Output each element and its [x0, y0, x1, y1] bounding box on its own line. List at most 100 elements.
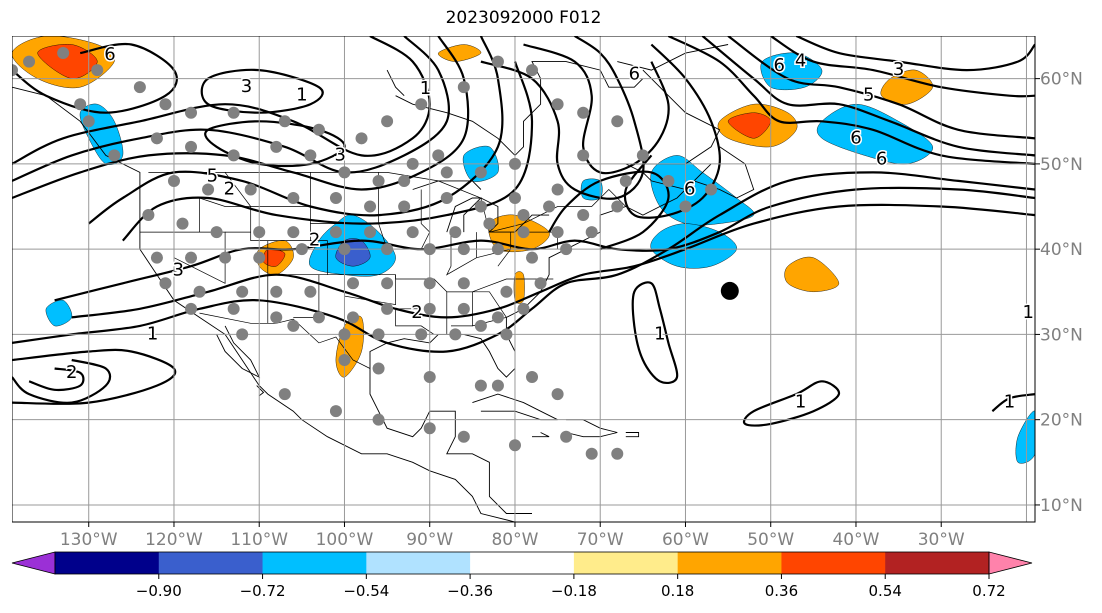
station-dot	[12, 64, 18, 77]
station-dot	[185, 106, 198, 119]
coastline-segment	[480, 197, 550, 233]
contour-line	[623, 43, 721, 219]
station-dot	[406, 226, 419, 239]
station-dot	[457, 243, 470, 256]
station-dot	[74, 98, 87, 111]
lon-tick-label: 130°W	[60, 530, 118, 546]
contour-lines	[12, 36, 1035, 427]
station-dot	[508, 192, 521, 204]
contour-line	[548, 170, 670, 251]
station-dot	[150, 251, 163, 264]
station-dot	[167, 174, 180, 187]
contour-label: 5	[207, 166, 218, 187]
station-dot	[500, 285, 513, 298]
contour-label: 6	[774, 55, 785, 76]
station-dot	[329, 192, 342, 204]
station-dot	[491, 311, 504, 324]
station-dot	[449, 226, 462, 239]
station-dot	[423, 302, 436, 315]
plot-title: 2023092000 F012	[445, 8, 602, 28]
station-dot	[287, 192, 300, 204]
station-dot	[295, 243, 308, 256]
station-dot	[227, 149, 240, 162]
contour-line	[727, 36, 1035, 140]
contour-label: 5	[863, 85, 874, 106]
colorbar-labels: −0.90 −0.72 −0.54 −0.36 −0.18 0.18 0.36 0.54 0.7…	[136, 574, 1006, 600]
border-segment	[139, 197, 251, 233]
station-dot	[517, 209, 530, 222]
map-frame	[12, 36, 1036, 523]
station-dot	[440, 166, 453, 179]
station-dot	[526, 64, 539, 77]
contour-label: 2	[224, 178, 235, 199]
anomaly-region	[438, 44, 482, 62]
station-dot	[423, 243, 436, 256]
colorbar-tick-label: −0.18	[551, 582, 597, 600]
colorbar-cell	[470, 552, 575, 574]
contour-line	[991, 393, 1035, 413]
station-dot	[423, 422, 436, 435]
station-dot	[474, 166, 487, 179]
colorbar-cell	[781, 552, 886, 574]
station-dot	[142, 209, 155, 222]
contour-line	[480, 36, 645, 200]
colorbar-cell	[573, 552, 679, 574]
station-dot	[372, 174, 385, 187]
station-dot	[398, 200, 411, 213]
contour-label: 6	[876, 149, 887, 170]
coastline-segment	[472, 393, 558, 421]
station-dot	[159, 277, 172, 290]
lon-tick-label: 90°W	[406, 530, 453, 546]
border-segment	[224, 172, 311, 241]
contour-line	[12, 358, 112, 404]
station-dot	[381, 115, 394, 128]
station-dot	[176, 217, 189, 230]
coastline-segment	[369, 368, 532, 514]
contour-label: 6	[629, 63, 640, 84]
station-dot	[338, 328, 351, 341]
location-marker	[720, 281, 739, 300]
station-dot	[500, 328, 513, 341]
contour-line	[88, 36, 504, 225]
station-dot	[278, 115, 291, 128]
station-dot	[329, 226, 342, 239]
contour-line	[770, 36, 1035, 98]
contour-line	[12, 36, 431, 165]
station-dot	[287, 319, 300, 332]
station-dot	[227, 302, 240, 315]
station-dot	[227, 106, 240, 119]
station-dot	[508, 439, 521, 452]
colorbar-extend-high	[988, 551, 1033, 575]
colorbar: −0.90 −0.72 −0.54 −0.36 −0.18 0.18 0.36 0.54 0.7…	[11, 551, 1033, 600]
station-dot	[440, 192, 453, 204]
station-dot	[679, 200, 692, 213]
station-dot	[577, 106, 590, 119]
station-dot	[474, 379, 487, 392]
anomaly-region	[784, 256, 840, 293]
station-dot	[432, 149, 445, 162]
station-dot	[406, 157, 419, 170]
anomaly-region	[816, 103, 933, 165]
station-dot	[312, 123, 325, 136]
coastline-segment	[412, 180, 482, 190]
station-dot	[474, 319, 487, 332]
station-dot	[381, 302, 394, 315]
station-dot	[82, 115, 95, 128]
coastline-segment	[446, 197, 482, 233]
contour-line	[795, 36, 1035, 72]
lon-tick-label: 120°W	[145, 530, 203, 546]
station-dot	[347, 311, 359, 324]
coastline-segment	[256, 385, 265, 397]
colorbar-cell	[262, 552, 367, 574]
station-dot	[312, 311, 325, 324]
border-segment	[472, 291, 507, 327]
colorbar-tick-label: 0.54	[869, 582, 902, 600]
colorbar-cell	[885, 552, 990, 574]
lat-tick-label: 40°N	[1040, 240, 1083, 260]
station-dot	[577, 149, 590, 162]
station-dot	[372, 328, 385, 341]
station-dot	[372, 413, 385, 426]
station-dot	[534, 277, 547, 290]
station-dot	[415, 98, 428, 111]
